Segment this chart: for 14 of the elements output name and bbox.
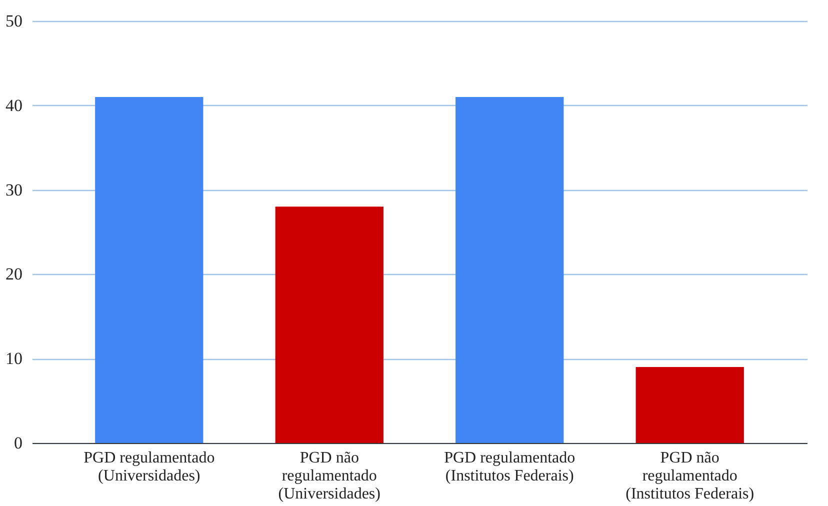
bar — [275, 206, 384, 443]
bar — [636, 367, 744, 443]
y-tick-label: 10 — [6, 349, 22, 368]
bar — [456, 96, 564, 443]
y-tick-label: 40 — [6, 96, 22, 115]
y-tick-label: 0 — [14, 434, 22, 452]
y-tick-label: 20 — [6, 264, 22, 284]
y-tick-label: 50 — [6, 12, 22, 30]
x-tick-label: PGD regulamentado (Universidades) — [84, 450, 215, 484]
x-tick-label: PGD regulamentado (Institutos Federais) — [444, 450, 576, 484]
y-tick-label: 30 — [6, 180, 22, 200]
x-tick-label: PGD não regulamentado (Universidades) — [278, 450, 380, 502]
bar — [95, 96, 204, 443]
x-tick-label: PGD não regulamentado (Institutos Federais) — [626, 450, 754, 502]
